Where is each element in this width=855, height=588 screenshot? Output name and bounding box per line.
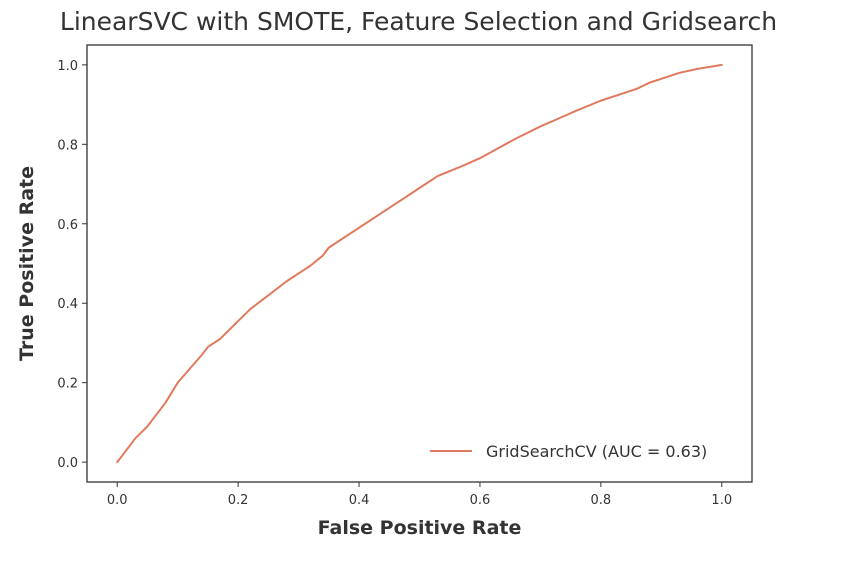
axis-ticks: 0.0 0.2 0.4 0.6 0.8 1.0 0.0 0.2 0.4 0.6 0.8 1.0: [57, 59, 732, 508]
legend-label: GridSearchCV (AUC = 0.63): [486, 442, 707, 461]
y-tick-label: 0.0: [57, 456, 78, 471]
plot-area-frame: [86, 44, 753, 483]
legend: GridSearchCV (AUC = 0.63): [430, 442, 707, 461]
y-tick-label: 0.4: [57, 297, 78, 312]
x-tick-label: 0.0: [107, 493, 128, 508]
y-axis-label: True Positive Rate: [16, 166, 38, 361]
x-tick-label: 1.0: [711, 493, 732, 508]
y-tick-label: 1.0: [57, 59, 78, 74]
x-tick-label: 0.2: [228, 493, 249, 508]
x-tick-label: 0.4: [349, 493, 370, 508]
x-tick-label: 0.6: [470, 493, 491, 508]
chart-title: LinearSVC with SMOTE, Feature Selection …: [60, 7, 777, 36]
x-axis-label: False Positive Rate: [318, 517, 522, 539]
y-tick-label: 0.2: [57, 377, 78, 392]
series-layer: [116, 63, 723, 464]
series-line-0: [116, 63, 723, 464]
x-tick-label: 0.8: [591, 493, 612, 508]
y-tick-label: 0.8: [57, 138, 78, 153]
y-tick-label: 0.6: [57, 218, 78, 233]
